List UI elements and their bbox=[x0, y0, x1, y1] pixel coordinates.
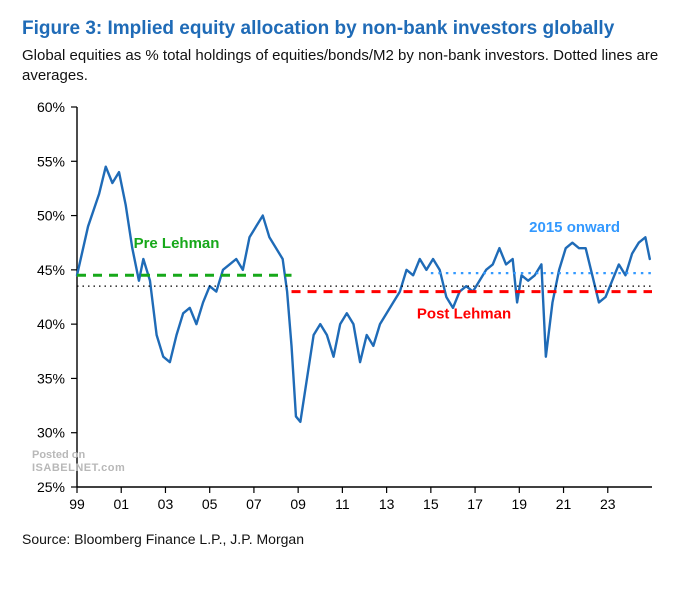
y-tick-label: 60% bbox=[37, 99, 65, 115]
x-tick-label: 05 bbox=[202, 496, 218, 512]
chart: 25% 30% 35% 40% 45% 50% 55% 60% 99 01 03 05 07 09 11 13… bbox=[22, 97, 662, 517]
onward-2015-label: 2015 onward bbox=[529, 218, 620, 235]
figure-title: Figure 3: Implied equity allocation by n… bbox=[22, 18, 678, 40]
x-tick-label: 19 bbox=[512, 496, 528, 512]
y-tick-label: 55% bbox=[37, 153, 65, 169]
x-tick-label: 21 bbox=[556, 496, 572, 512]
pre-lehman-label: Pre Lehman bbox=[134, 235, 220, 252]
x-tick-label: 07 bbox=[246, 496, 262, 512]
x-tick-label: 11 bbox=[335, 496, 350, 512]
y-tick-label: 45% bbox=[37, 261, 65, 277]
x-tick-label: 01 bbox=[113, 496, 129, 512]
x-tick-label: 09 bbox=[290, 496, 306, 512]
source-line: Source: Bloomberg Finance L.P., J.P. Mor… bbox=[22, 531, 678, 547]
figure-subtitle: Global equities as % total holdings of e… bbox=[22, 46, 678, 87]
x-tick-label: 03 bbox=[158, 496, 174, 512]
x-tick-label: 17 bbox=[467, 496, 483, 512]
x-tick-label: 99 bbox=[69, 496, 85, 512]
y-tick-label: 30% bbox=[37, 424, 65, 440]
y-tick-label: 40% bbox=[37, 316, 65, 332]
y-tick-label: 25% bbox=[37, 479, 65, 495]
y-tick-label: 35% bbox=[37, 370, 65, 386]
x-tick-label: 13 bbox=[379, 496, 395, 512]
x-tick-label: 15 bbox=[423, 496, 439, 512]
y-tick-label: 50% bbox=[37, 207, 65, 223]
post-lehman-label: Post Lehman bbox=[417, 305, 511, 322]
equity-allocation-line bbox=[77, 166, 650, 421]
x-tick-label: 23 bbox=[600, 496, 616, 512]
